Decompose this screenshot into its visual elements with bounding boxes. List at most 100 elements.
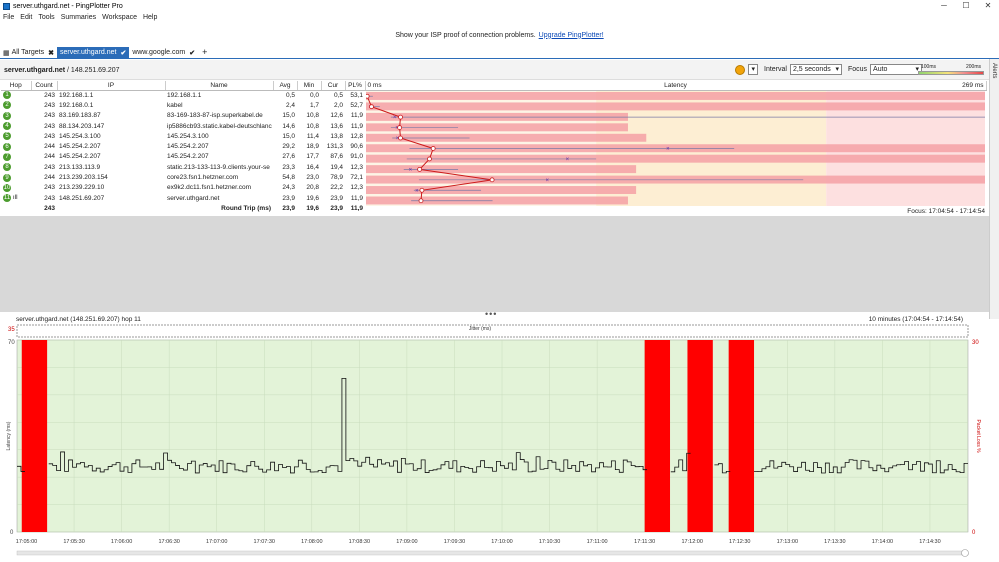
latency-scale: 100ms 200ms bbox=[918, 64, 984, 76]
x-tick-label: 17:14:00 bbox=[872, 539, 893, 545]
packet-loss-band bbox=[687, 340, 713, 532]
avg-cell: 27,6 bbox=[282, 153, 295, 161]
cur-cell: 12,6 bbox=[330, 112, 343, 120]
col-cur[interactable]: Cur bbox=[321, 81, 346, 91]
latency-series-line bbox=[17, 378, 968, 474]
avg-cell: 15,0 bbox=[282, 132, 295, 140]
interval-label: Interval bbox=[764, 66, 787, 73]
ip-cell: 213.239.229.10 bbox=[59, 184, 105, 192]
menu-help[interactable]: Help bbox=[142, 14, 158, 21]
table-row[interactable]: 11 ıll 243 148.251.69.207 server.uthgard… bbox=[1, 193, 986, 203]
x-tick-label: 17:11:30 bbox=[634, 539, 655, 545]
name-cell: static.213-133-113-9.clients.your-se bbox=[167, 163, 270, 171]
graph-header: server.uthgard.net (148.251.69.207) hop … bbox=[0, 315, 989, 325]
x-tick-label: 17:06:00 bbox=[111, 539, 132, 545]
alerts-panel[interactable]: Alerts bbox=[989, 59, 999, 319]
packet-loss-band bbox=[728, 340, 755, 532]
summary-avg: 23,9 bbox=[282, 204, 295, 212]
count-cell: 243 bbox=[44, 184, 55, 192]
hop-cell: 4 bbox=[1, 121, 31, 131]
hop-cell: 1 bbox=[1, 90, 31, 100]
minimize-icon[interactable]: ─ bbox=[941, 1, 947, 10]
table-row[interactable]: 10 243 213.239.229.10 ex9k2.dc11.fsn1.he… bbox=[1, 183, 986, 193]
upgrade-link[interactable]: Upgrade PingPlotter! bbox=[538, 31, 604, 39]
count-cell: 243 bbox=[44, 101, 55, 109]
focus-select[interactable]: Auto bbox=[870, 64, 923, 75]
min-cell: 17,7 bbox=[306, 153, 319, 161]
hop-cell: 2 bbox=[1, 100, 31, 110]
col-pl[interactable]: PL% bbox=[345, 81, 366, 91]
pl-axis-label: Packet Loss % bbox=[975, 419, 981, 453]
col-name[interactable]: Name bbox=[165, 81, 274, 91]
pl-min-label: 0 bbox=[972, 530, 976, 536]
menu-workspace[interactable]: Workspace bbox=[102, 14, 137, 21]
table-row[interactable]: 4 243 88.134.203.147 ip5886cb93.static.k… bbox=[1, 121, 986, 131]
menu-bar: File Edit Tools Summaries Workspace Help bbox=[0, 12, 999, 23]
count-cell: 243 bbox=[44, 163, 55, 171]
timeline-graph[interactable]: 35 Jitter (ms) 70 0 30 0 Latency (ms) Packet Lo… bbox=[0, 323, 989, 562]
count-cell: 244 bbox=[44, 143, 55, 151]
col-min[interactable]: Min bbox=[297, 81, 322, 91]
add-tab-icon[interactable]: + bbox=[202, 47, 208, 57]
timeline-scrollbar bbox=[16, 550, 969, 556]
x-tick-label: 17:09:00 bbox=[396, 539, 417, 545]
tab-all-targets[interactable]: ▦ All Targets ✖ bbox=[0, 47, 57, 58]
col-hop[interactable]: Hop bbox=[1, 81, 32, 91]
trace-header: server.uthgard.net / 148.251.69.207 Inte… bbox=[0, 60, 989, 80]
avg-cell: 54,8 bbox=[282, 174, 295, 182]
scale-label-100: 100ms bbox=[921, 64, 937, 70]
name-cell: ip5886cb93.static.kabel-deutschlanc bbox=[167, 122, 272, 130]
cur-cell: 131,3 bbox=[326, 143, 343, 151]
splitter-handle[interactable]: ••• bbox=[485, 309, 498, 319]
table-row[interactable]: 3 243 83.169.183.87 83-169-183-87-isp.su… bbox=[1, 111, 986, 121]
table-row[interactable]: 8 243 213.133.113.9 static.213-133-113-9… bbox=[1, 162, 986, 172]
tab-server-uthgard[interactable]: server.uthgard.net ✔ bbox=[57, 47, 130, 58]
col-avg[interactable]: Avg bbox=[273, 81, 298, 91]
latency-cell bbox=[365, 131, 986, 141]
table-row[interactable]: 5 243 145.254.3.100 145.254.3.100 15,0 1… bbox=[1, 131, 986, 141]
menu-summaries[interactable]: Summaries bbox=[60, 14, 97, 21]
pause-button[interactable] bbox=[735, 64, 745, 75]
x-tick-label: 17:07:00 bbox=[206, 539, 227, 545]
menu-edit[interactable]: Edit bbox=[20, 14, 33, 21]
name-cell: 145.254.2.207 bbox=[167, 153, 209, 161]
avg-cell: 23,3 bbox=[282, 163, 295, 171]
cur-cell: 0,5 bbox=[333, 91, 343, 99]
name-cell: server.uthgard.net bbox=[167, 194, 220, 202]
close-icon[interactable]: ✕ bbox=[984, 1, 992, 10]
close-tab-icon[interactable]: ✖ bbox=[48, 49, 54, 57]
col-ip[interactable]: IP bbox=[57, 81, 166, 91]
x-tick-label: 17:14:30 bbox=[919, 539, 940, 545]
maximize-icon[interactable]: ☐ bbox=[962, 1, 970, 10]
name-cell: core23.fsn1.hetzner.com bbox=[167, 174, 239, 182]
ip-cell: 145.254.2.207 bbox=[59, 143, 101, 151]
interval-select[interactable]: 2,5 seconds bbox=[789, 64, 842, 75]
hop-cell: 6 bbox=[1, 141, 31, 151]
tab-label: server.uthgard.net bbox=[60, 49, 117, 56]
menu-tools[interactable]: Tools bbox=[38, 14, 55, 21]
table-row[interactable]: 1 243 192.168.1.1 192.168.1.1 0,5 0,0 0,… bbox=[1, 90, 986, 100]
tab-google[interactable]: www.google.com ✔ bbox=[129, 47, 198, 58]
min-cell: 10,8 bbox=[306, 112, 319, 120]
table-row[interactable]: 2 243 192.168.0.1 kabel 2,4 1,7 2,0 52,7 bbox=[1, 100, 986, 110]
packet-loss-band bbox=[21, 340, 48, 532]
col-latency[interactable]: 0 ms Latency 269 ms bbox=[365, 81, 987, 91]
menu-file[interactable]: File bbox=[3, 14, 15, 21]
jitter-top-label: 35 bbox=[8, 327, 15, 333]
table-row[interactable]: 7 244 145.254.2.207 145.254.2.207 27,6 1… bbox=[1, 152, 986, 162]
hop-number: 11 bbox=[3, 194, 11, 203]
table-row[interactable]: 6 244 145.254.2.207 145.254.2.207 29,2 1… bbox=[1, 141, 986, 151]
cur-cell: 13,6 bbox=[330, 122, 343, 130]
hop-number: 9 bbox=[3, 173, 11, 182]
pl-cell: 91,0 bbox=[350, 153, 363, 161]
col-count[interactable]: Count bbox=[31, 81, 58, 91]
x-tick-label: 17:09:30 bbox=[444, 539, 465, 545]
target-tabs: ▦ All Targets ✖ server.uthgard.net ✔ www.g… bbox=[0, 47, 999, 59]
pause-dropdown[interactable] bbox=[748, 64, 758, 75]
ip-cell: 192.168.0.1 bbox=[59, 101, 94, 109]
table-row[interactable]: 9 244 213.239.203.154 core23.fsn1.hetzne… bbox=[1, 172, 986, 182]
check-icon: ✔ bbox=[120, 49, 127, 57]
hop-cell: 5 bbox=[1, 131, 31, 141]
graph-icon[interactable]: ıll bbox=[12, 194, 18, 202]
latency-cell bbox=[365, 172, 986, 182]
